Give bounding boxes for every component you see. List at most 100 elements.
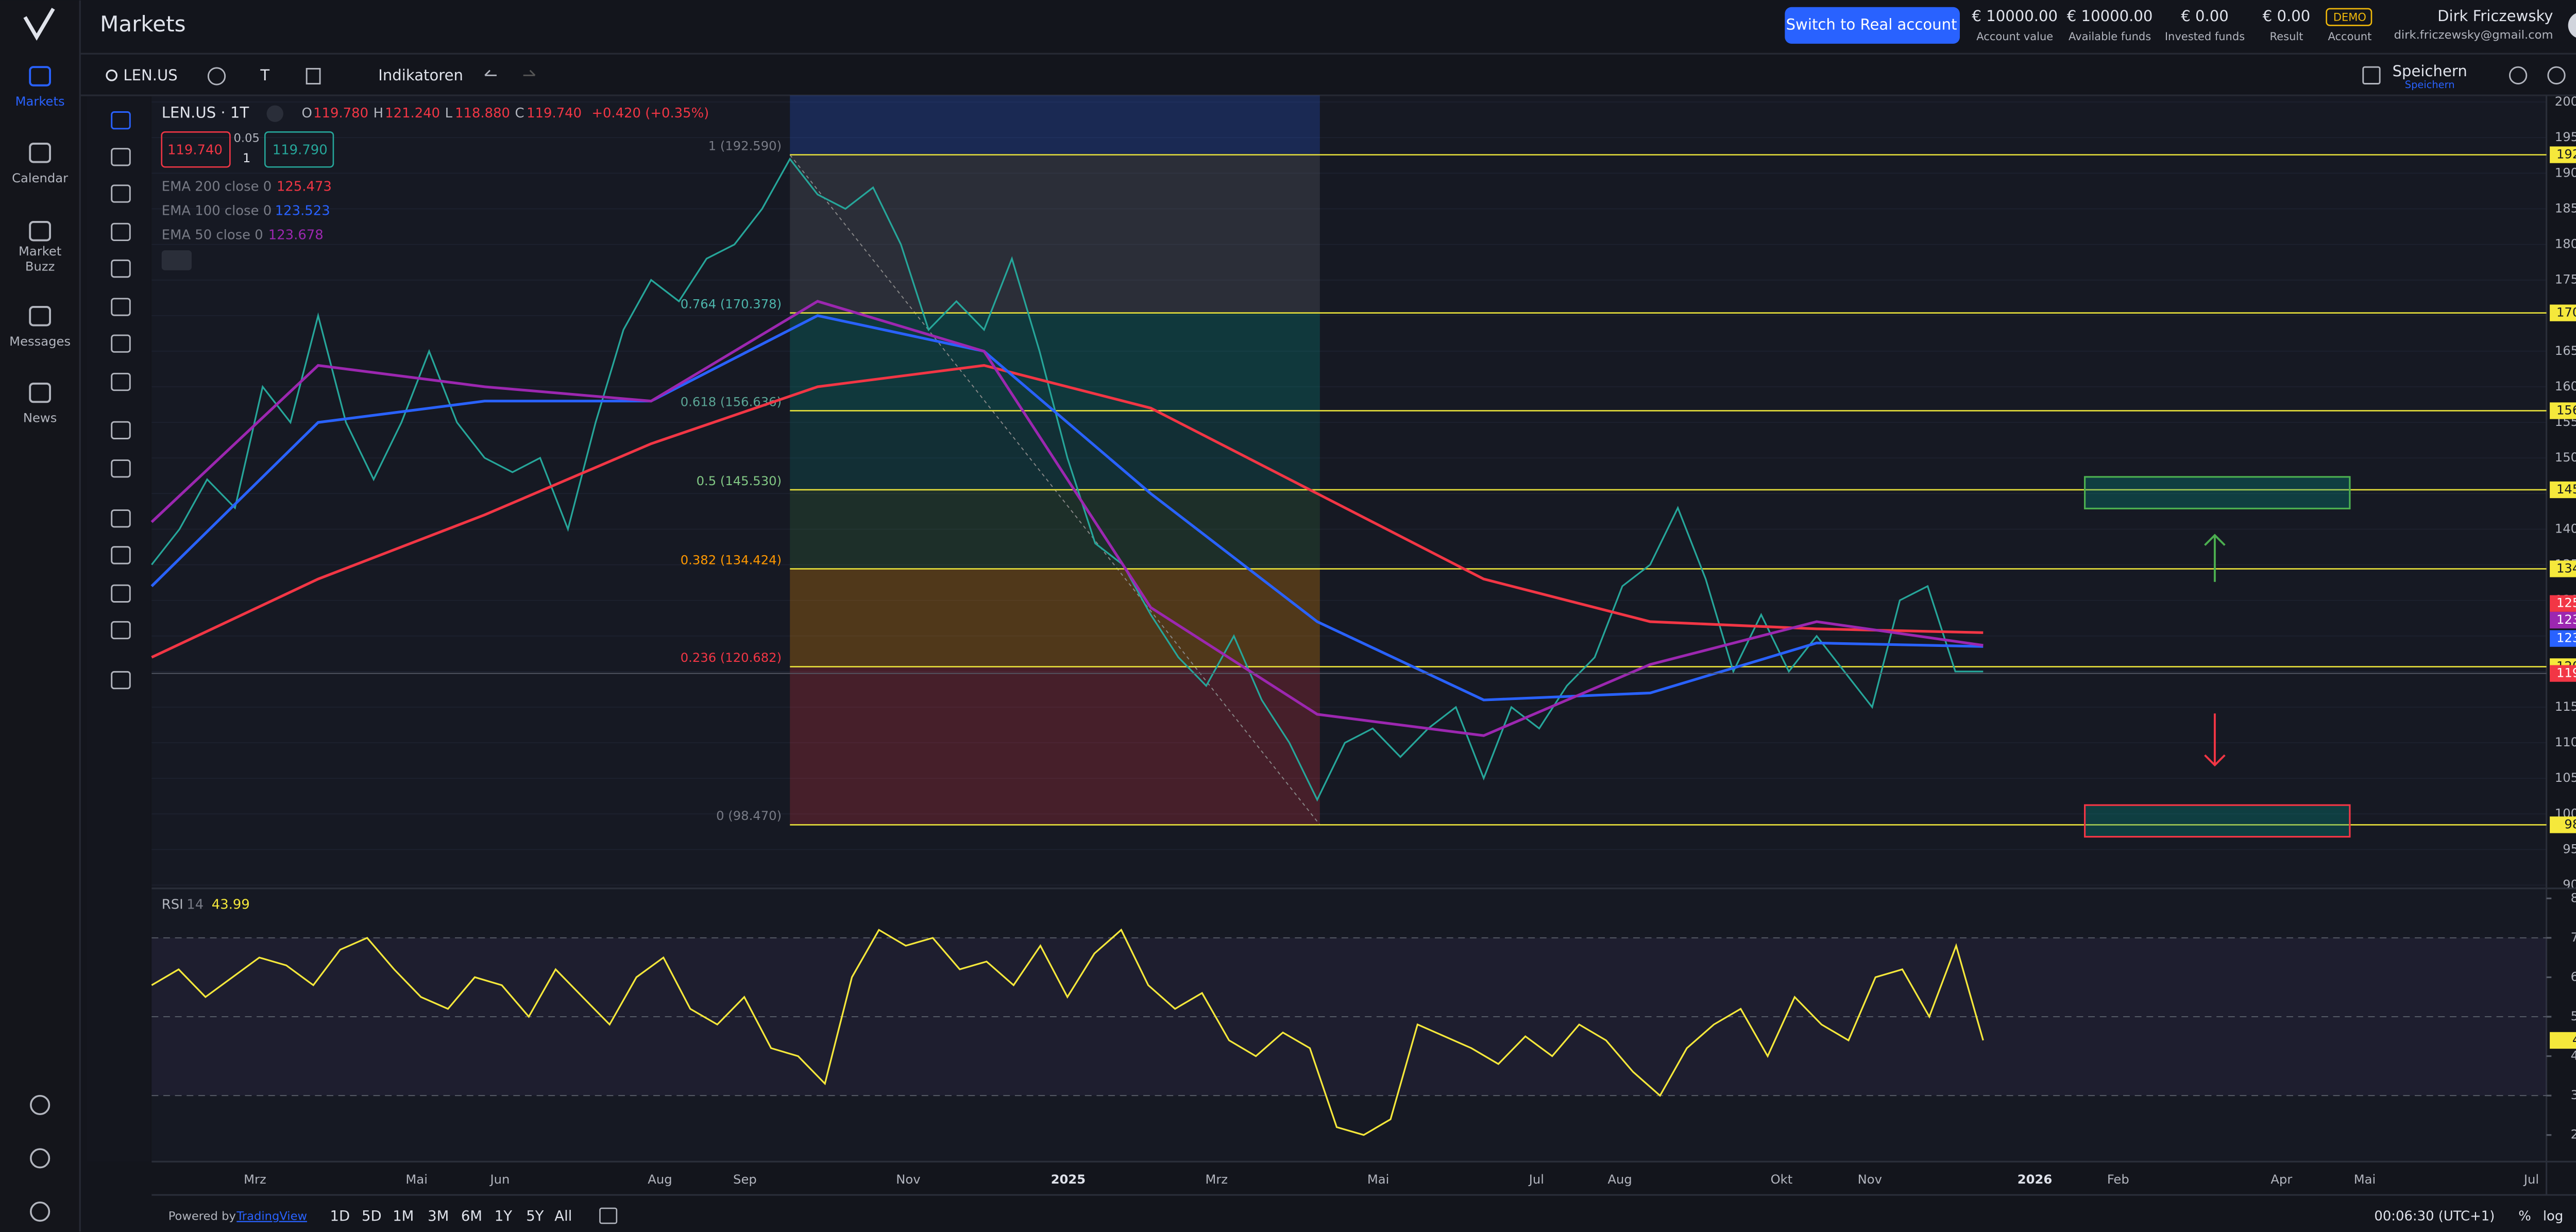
price-tag-label: 125.473 [2556,595,2576,610]
drawing-tool[interactable] [111,298,131,316]
range-button[interactable]: 5Y [526,1208,544,1224]
fib-zone [790,666,1320,825]
down-arrow [2204,713,2226,767]
undo-icon[interactable] [484,70,497,76]
legend-toggle[interactable] [266,105,283,122]
drawing-tool[interactable] [111,372,131,391]
nav-bottom-icon[interactable] [30,1201,50,1222]
nav-label: News [23,410,57,425]
chart-type-icon[interactable] [306,67,321,84]
powered-by: Powered by [168,1210,236,1223]
nav-icon[interactable] [29,221,51,242]
fib-label: 0.236 (120.682) [681,650,782,665]
drawing-tool[interactable] [111,546,131,564]
fib-price-label: 170.378 [2556,305,2576,320]
switch-button[interactable] [1785,7,1960,44]
nav-icon[interactable] [29,306,51,327]
add-icon[interactable] [207,67,226,85]
rsi-tick-label: 50.00 [2571,1008,2576,1023]
legend-collapse[interactable] [161,250,192,270]
drawing-tool[interactable] [111,421,131,439]
fib-price-label: 192.590 [2556,147,2576,162]
nav-bottom-icon[interactable] [30,1148,50,1169]
stat-value: € 0.00 [2181,7,2229,25]
range-button[interactable]: 3M [428,1208,449,1224]
ohlc: 119.780 [313,106,368,121]
drawing-tool[interactable] [111,334,131,353]
ohlc: L [445,106,453,121]
price-tag [2550,630,2576,647]
ohlc: 118.880 [455,106,510,121]
y-tick-label: 105.000 [2555,770,2576,785]
y-tick-label: 140.000 [2555,521,2576,536]
nav-bottom-icon[interactable] [30,1094,50,1115]
avatar[interactable] [2568,12,2576,39]
drawing-tool[interactable] [111,509,131,528]
range-button[interactable]: 1Y [495,1208,512,1224]
fib-label: 1 (192.590) [708,138,782,153]
drawing-tool[interactable] [111,148,131,166]
nav-icon[interactable] [29,66,51,87]
x-tick-label: Jun [489,1172,510,1187]
user-email: dirk.friczewsky@gmail.com [2394,28,2553,42]
drawing-tool[interactable] [111,671,131,690]
drawing-tool[interactable] [111,223,131,242]
fib-price-tag [2550,402,2576,419]
drawing-tool[interactable] [111,584,131,603]
stat-label: Result [2270,30,2303,43]
ema-legend-label: EMA 200 close 0 [162,179,272,195]
range-button[interactable]: 1M [393,1208,414,1224]
ema-legend-value: 125.473 [277,179,332,195]
ema-line [150,314,1984,701]
price-tag-label: 119.740 [2556,665,2576,680]
y-tick-label: 200.000 [2555,94,2576,109]
fib-price-tag [2550,560,2576,577]
clock: 00:06:30 (UTC+1) [2374,1209,2495,1224]
drawing-tool[interactable] [111,184,131,203]
log-toggle: log [2543,1209,2563,1224]
stat-label: Available funds [2069,30,2151,43]
range-button[interactable]: 1D [330,1208,350,1224]
drawing-tool[interactable] [111,459,131,478]
x-tick-label: Jul [1528,1172,1544,1187]
range-button[interactable]: 5D [362,1208,382,1224]
fib-label: 0.618 (156.636) [681,394,782,409]
drawing-tool[interactable] [111,111,131,130]
stat-value: DEMO [2333,11,2366,24]
fib-zone [790,489,1320,569]
drawing-tool[interactable] [111,621,131,640]
drawing-tool[interactable] [111,259,131,278]
nav-icon[interactable] [29,382,51,403]
fib-price-tag [2550,146,2576,163]
price-tag [2550,665,2576,682]
toolbar-icon[interactable] [2509,66,2528,84]
rsi-tick-label: 80.00 [2571,890,2576,905]
ema-legend-label: EMA 100 close 0 [162,203,272,218]
rsi-tick-label: 40.00 [2571,1048,2576,1063]
layout-icon[interactable] [2362,66,2381,84]
nav-label: Messages [9,334,71,349]
range-button[interactable]: 6M [461,1208,482,1224]
x-tick-label: Apr [2270,1172,2292,1187]
y-tick-label: 110.000 [2555,734,2576,749]
sell-price: 119.740 [167,142,223,158]
rsi-tick-label: 60.00 [2571,969,2576,984]
rsi-length: 14 [187,897,204,913]
nav-icon[interactable] [29,143,51,163]
x-tick-label: Okt [1771,1172,1793,1187]
sell-box[interactable] [161,131,231,168]
nav-label: Markets [15,94,65,109]
y-tick-label: 165.000 [2555,343,2576,358]
x-tick-label: Aug [1607,1172,1632,1187]
toolbar-icon[interactable] [2547,66,2566,84]
stat-value: € 10000.00 [1972,7,2058,25]
date-range-icon[interactable] [599,1207,618,1224]
x-tick-label: Mrz [1206,1172,1228,1187]
y-tick-label: 160.000 [2555,379,2576,393]
fib-price-label: 145.530 [2556,482,2576,497]
x-tick-label: Mai [1367,1172,1389,1187]
buy-box[interactable] [264,131,334,168]
fib-label: 0.5 (145.530) [697,473,782,488]
range-button[interactable]: All [554,1208,572,1224]
